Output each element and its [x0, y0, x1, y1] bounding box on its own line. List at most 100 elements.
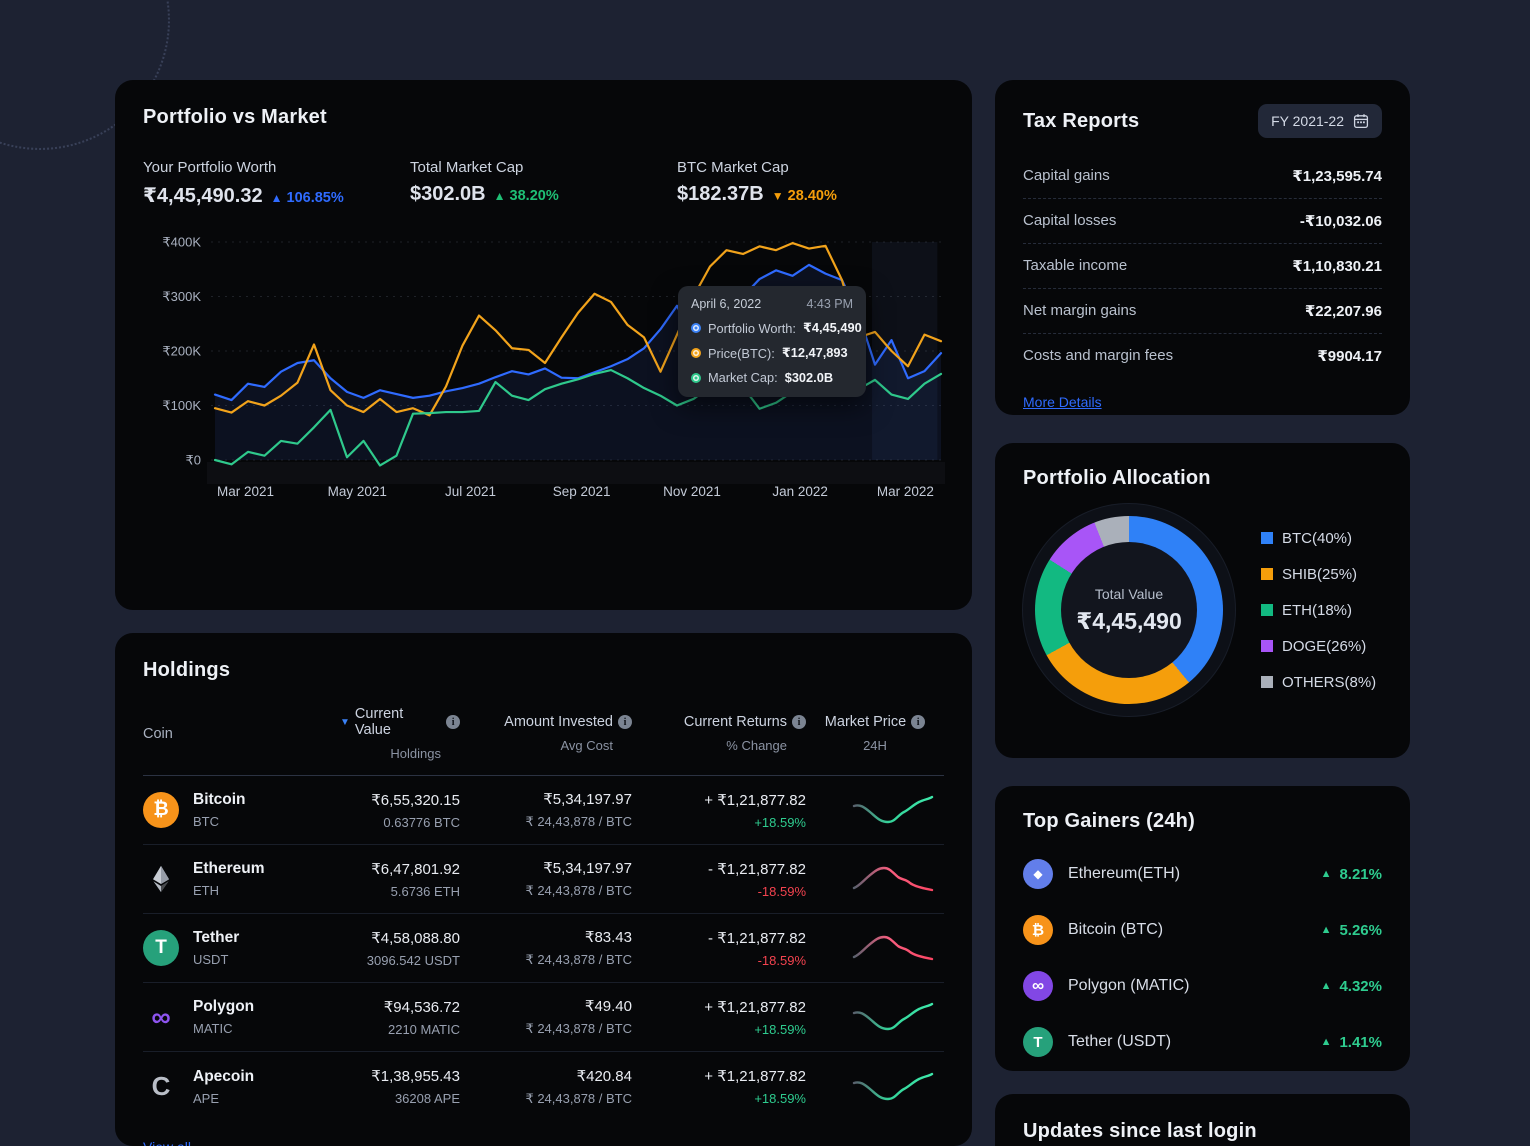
amount-invested: ₹49.40: [584, 998, 632, 1015]
btc-series-dot-icon: [691, 348, 701, 358]
table-row-ethereum[interactable]: Ethereum ETH ₹6,47,801.92 5.6736 ETH ₹5,3…: [143, 845, 944, 914]
stat-value: $182.37B: [677, 183, 764, 205]
current-value: ₹6,55,320.15: [371, 791, 460, 809]
pct-change: +18.59%: [754, 1021, 806, 1037]
portfolio-vs-market-card: Portfolio vs Market Your Portfolio Worth…: [115, 80, 972, 610]
gainer-row-polygon[interactable]: ∞ Polygon (MATIC) ▲ 4.32%: [1023, 971, 1382, 1001]
svg-text:₹200K: ₹200K: [162, 344, 201, 359]
stat-value: $302.0B: [410, 183, 486, 205]
tax-row-net-margin-gains: Net margin gains ₹22,207.96: [1023, 289, 1382, 334]
holdings-amount: 5.6736 ETH: [390, 883, 460, 899]
table-row-apecoin[interactable]: C Apecoin APE ₹1,38,955.43 36208 APE ₹420…: [143, 1052, 944, 1121]
trend-up-icon: ▲ 38.20%: [493, 188, 559, 204]
avg-cost: ₹ 24,43,878 / BTC: [525, 952, 632, 967]
tooltip-row-market-cap: Market Cap: $302.0B: [691, 370, 853, 385]
gainer-row-bitcoin[interactable]: ₿ Bitcoin (BTC) ▲ 5.26%: [1023, 915, 1382, 945]
current-value: ₹6,47,801.92: [371, 860, 460, 878]
price-sparkline: [852, 866, 934, 892]
svg-text:₹400K: ₹400K: [162, 235, 201, 250]
fiscal-year-selector[interactable]: FY 2021-22: [1258, 104, 1382, 138]
portfolio-market-chart[interactable]: ₹400K ₹300K ₹200K ₹100K ₹0 Mar 2021 May 2021 Ju…: [143, 230, 945, 513]
ethereum-icon: ◆: [1023, 859, 1053, 889]
coin-name: Ethereum: [193, 860, 265, 877]
polygon-icon: ∞: [151, 1001, 171, 1032]
stat-btc-market-cap: BTC Market Cap $182.37B ▼ 28.40%: [677, 159, 944, 208]
gainer-row-ethereum[interactable]: ◆ Ethereum(ETH) ▲ 8.21%: [1023, 859, 1382, 889]
column-market-price[interactable]: Market Price: [806, 714, 944, 730]
coin-symbol: BTC: [193, 814, 219, 829]
current-returns: + ₹1,21,877.82: [704, 791, 806, 809]
updates-card: Updates since last login: [995, 1094, 1410, 1146]
tether-icon: T: [143, 930, 179, 966]
price-sparkline: [852, 795, 934, 824]
price-sparkline: [852, 1072, 934, 1100]
stat-label: Your Portfolio Worth: [143, 159, 277, 176]
tax-reports-card: Tax Reports FY 2021-22 Capital gains ₹1,2…: [995, 80, 1410, 415]
tax-rows: Capital gains ₹1,23,595.74 Capital losses…: [1023, 154, 1382, 378]
current-value: ₹1,38,955.43: [371, 1068, 460, 1085]
allocation-donut-chart[interactable]: Total Value ₹4,45,490: [1023, 504, 1235, 716]
table-row-bitcoin[interactable]: ₿ Bitcoin BTC ₹6,55,320.15 0.63776 BTC ₹5…: [143, 776, 944, 845]
column-current-value[interactable]: Current Value: [340, 706, 460, 738]
svg-text:May 2021: May 2021: [328, 484, 387, 499]
info-icon[interactable]: [792, 715, 806, 729]
allocation-legend: BTC(40%) SHIB(25%) ETH(18%) DOGE(26%) OT…: [1261, 530, 1376, 691]
doge-swatch-icon: [1261, 640, 1273, 652]
tether-icon: T: [1023, 1027, 1053, 1057]
table-row-tether[interactable]: T Tether USDT ₹4,58,088.80 3096.542 USDT …: [143, 914, 944, 983]
tooltip-date: April 6, 2022: [691, 297, 762, 311]
stat-label: BTC Market Cap: [677, 159, 789, 176]
column-holdings: Holdings: [390, 746, 441, 761]
tax-row-taxable-income: Taxable income ₹1,10,830.21: [1023, 244, 1382, 289]
holdings-table-header: Coin Current Value Holdings Amount Inves…: [143, 706, 944, 776]
gain-percent: ▲ 1.41%: [1320, 1033, 1382, 1051]
coin-symbol: APE: [193, 1090, 220, 1106]
btc-swatch-icon: [1261, 532, 1273, 544]
portfolio-series-dot-icon: [691, 323, 701, 333]
tooltip-row-btc-price: Price(BTC): ₹12,47,893: [691, 345, 853, 361]
donut-center-value: ₹4,45,490: [1076, 607, 1182, 634]
current-returns: - ₹1,21,877.82: [708, 929, 806, 947]
tax-row-capital-losses: Capital losses -₹10,032.06: [1023, 199, 1382, 244]
trend-up-icon: ▲: [1320, 1036, 1332, 1048]
info-icon[interactable]: [618, 715, 632, 729]
more-details-link[interactable]: More Details: [1023, 394, 1102, 410]
view-all-link[interactable]: View all: [143, 1139, 191, 1146]
info-icon[interactable]: [911, 715, 926, 729]
coin-name: Apecoin: [193, 1067, 255, 1085]
tooltip-time: 4:43 PM: [806, 297, 853, 311]
portfolio-allocation-card: Portfolio Allocation Total Value ₹4,45,4…: [995, 443, 1410, 758]
gain-percent: ▲ 8.21%: [1320, 865, 1382, 883]
holdings-amount: 2210 MATIC: [387, 1021, 460, 1037]
sort-desc-icon[interactable]: [340, 717, 350, 728]
column-24h: 24H: [863, 738, 887, 753]
others-swatch-icon: [1261, 676, 1273, 688]
info-icon[interactable]: [446, 715, 460, 729]
portfolio-vs-market-title: Portfolio vs Market: [143, 106, 327, 128]
holdings-amount: 3096.542 USDT: [366, 952, 460, 968]
portfolio-allocation-title: Portfolio Allocation: [1023, 467, 1211, 489]
gainer-row-tether[interactable]: T Tether (USDT) ▲ 1.41%: [1023, 1027, 1382, 1057]
legend-item-shib: SHIB(25%): [1261, 566, 1376, 583]
column-coin: Coin: [143, 725, 173, 742]
gain-percent: ▲ 4.32%: [1320, 977, 1382, 995]
gain-percent: ▲ 5.26%: [1320, 921, 1382, 939]
legend-item-others: OTHERS(8%): [1261, 674, 1376, 691]
holdings-amount: 36208 APE: [394, 1091, 460, 1106]
coin-symbol: ETH: [193, 883, 219, 898]
bitcoin-icon: ₿: [1023, 915, 1053, 945]
column-current-returns[interactable]: Current Returns: [632, 714, 806, 730]
trend-up-icon: ▲ 106.85%: [270, 190, 344, 206]
table-row-polygon[interactable]: ∞ Polygon MATIC ₹94,536.72 2210 MATIC ₹49…: [143, 983, 944, 1052]
column-amount-invested[interactable]: Amount Invested: [460, 714, 632, 730]
current-returns: + ₹1,21,877.82: [704, 1068, 806, 1085]
current-value: ₹94,536.72: [383, 998, 460, 1016]
svg-text:Nov 2021: Nov 2021: [663, 484, 721, 499]
avg-cost: ₹ 24,43,878 / BTC: [525, 814, 632, 829]
price-sparkline: [852, 1002, 934, 1031]
avg-cost: ₹ 24,43,878 / BTC: [525, 883, 632, 898]
stat-label: Total Market Cap: [410, 159, 524, 176]
amount-invested: ₹83.43: [584, 929, 632, 946]
current-returns: - ₹1,21,877.82: [708, 860, 806, 878]
